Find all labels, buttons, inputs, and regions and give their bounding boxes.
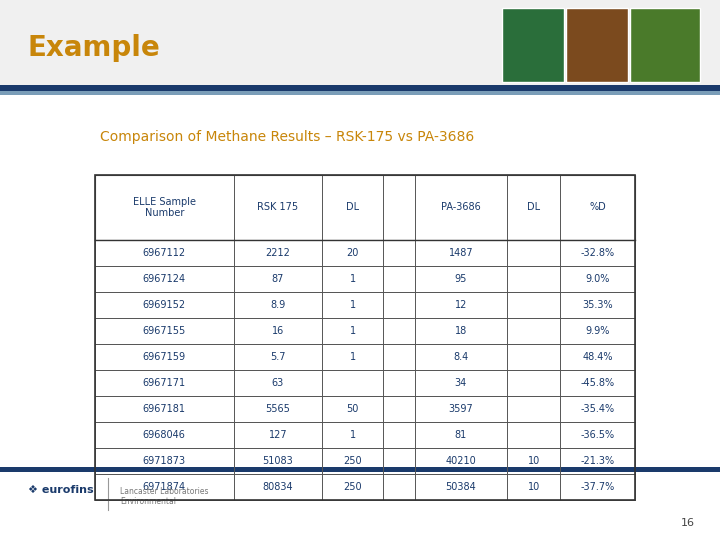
Bar [630,8,700,82]
Text: Lancaster Laboratories
Environmental: Lancaster Laboratories Environmental [120,487,209,507]
Text: ❖ eurofins: ❖ eurofins [28,485,94,495]
Bar [95,474,635,500]
Text: 8.9: 8.9 [270,300,286,310]
Text: 1: 1 [349,274,356,284]
Text: -37.7%: -37.7% [580,482,615,492]
Text: Example: Example [28,34,161,62]
Bar [95,448,635,474]
Bar [0,467,720,472]
Text: 2212: 2212 [266,248,290,258]
Text: 12: 12 [455,300,467,310]
Text: 127: 127 [269,430,287,440]
Text: -35.4%: -35.4% [580,404,615,414]
Text: 6967155: 6967155 [143,326,186,336]
Text: 63: 63 [272,378,284,388]
Text: Comparison of Methane Results – RSK-175 vs PA-3686: Comparison of Methane Results – RSK-175 … [100,130,474,144]
Text: 10: 10 [528,482,540,492]
Text: 6967124: 6967124 [143,274,186,284]
Text: 40210: 40210 [446,456,477,466]
Text: 3597: 3597 [449,404,473,414]
Text: RSK 175: RSK 175 [257,202,299,213]
Text: %D: %D [590,202,606,213]
Bar [95,370,635,396]
Bar [0,91,720,95]
Text: -36.5%: -36.5% [580,430,615,440]
Text: -32.8%: -32.8% [580,248,615,258]
Text: 9.9%: 9.9% [585,326,610,336]
Bar [95,422,635,448]
Text: 16: 16 [272,326,284,336]
Text: 34: 34 [455,378,467,388]
Text: 250: 250 [343,482,362,492]
Text: 16: 16 [681,518,695,528]
Text: 5565: 5565 [266,404,290,414]
Text: DL: DL [346,202,359,213]
Text: 6967159: 6967159 [143,352,186,362]
Text: 9.0%: 9.0% [585,274,610,284]
Text: 48.4%: 48.4% [582,352,613,362]
Text: 6968046: 6968046 [143,430,186,440]
Text: 6967171: 6967171 [143,378,186,388]
Text: 95: 95 [455,274,467,284]
Bar [566,8,628,82]
Bar [95,175,635,240]
Bar [0,85,720,91]
Text: 50384: 50384 [446,482,477,492]
Bar [95,318,635,344]
Text: 1: 1 [349,300,356,310]
Text: 80834: 80834 [263,482,293,492]
Text: 5.7: 5.7 [270,352,286,362]
Text: 6971874: 6971874 [143,482,186,492]
Text: 6967181: 6967181 [143,404,186,414]
Text: ELLE Sample
Number: ELLE Sample Number [132,197,196,218]
Text: 250: 250 [343,456,362,466]
Bar [0,0,720,95]
Text: 6967112: 6967112 [143,248,186,258]
Text: 18: 18 [455,326,467,336]
Bar [95,175,635,500]
Bar [95,396,635,422]
Bar [95,240,635,266]
Text: 87: 87 [271,274,284,284]
Text: 1487: 1487 [449,248,473,258]
Text: -45.8%: -45.8% [580,378,615,388]
Text: 51083: 51083 [263,456,293,466]
Bar [502,8,564,82]
Text: 50: 50 [346,404,359,414]
Text: PA-3686: PA-3686 [441,202,481,213]
Text: DL: DL [527,202,540,213]
Text: 6971873: 6971873 [143,456,186,466]
Text: 6969152: 6969152 [143,300,186,310]
Text: 10: 10 [528,456,540,466]
Bar [95,344,635,370]
Text: 8.4: 8.4 [454,352,469,362]
Text: -21.3%: -21.3% [580,456,615,466]
Text: 81: 81 [455,430,467,440]
Text: 20: 20 [346,248,359,258]
Bar [95,266,635,292]
Text: 1: 1 [349,326,356,336]
Text: 1: 1 [349,352,356,362]
Text: 1: 1 [349,430,356,440]
Bar [95,292,635,318]
Text: 35.3%: 35.3% [582,300,613,310]
